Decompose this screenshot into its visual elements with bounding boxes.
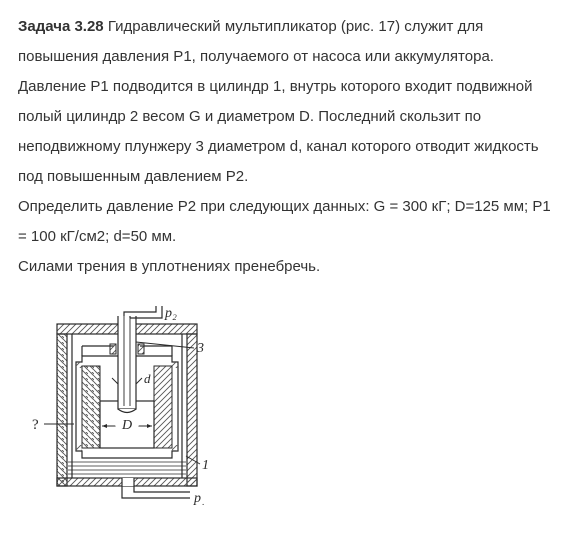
label-p: p <box>193 491 201 506</box>
label-1: 1 <box>202 458 209 473</box>
problem-sentence-3: Определить давление P2 при следующих дан… <box>18 198 551 245</box>
svg-text:D: D <box>121 418 132 433</box>
problem-sentence-4: Силами трения в уплотнениях пренебречь. <box>18 258 320 275</box>
hydraulic-multiplier-diagram: d D 3 1 <box>22 306 232 506</box>
label-d: d <box>144 371 151 386</box>
label-p2: p₂ <box>164 306 177 321</box>
problem-sentence-2: Давление P1 подводится в цилиндр 1, внут… <box>18 78 539 185</box>
label-question: ? <box>32 417 39 433</box>
problem-label: Задача 3.28 <box>18 18 104 35</box>
figure-container: d D 3 1 <box>18 306 556 506</box>
label-3: 3 <box>196 341 204 356</box>
svg-text:.: . <box>202 497 204 506</box>
